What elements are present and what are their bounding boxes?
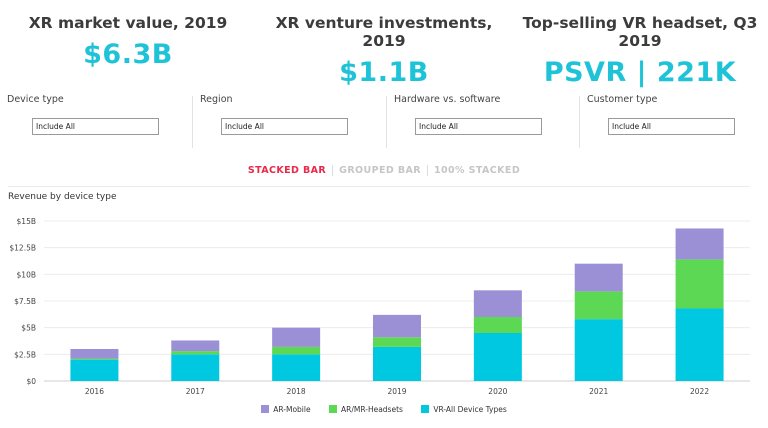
y-tick-label: $0 bbox=[26, 377, 36, 386]
kpi-title: Top-selling VR headset, Q3 2019 bbox=[522, 14, 758, 50]
kpi-venture-investments: XR venture investments, 2019 $1.1B bbox=[256, 14, 512, 88]
kpi-title: XR market value, 2019 bbox=[28, 14, 228, 32]
legend-swatch bbox=[261, 405, 270, 413]
bar-segment bbox=[171, 354, 220, 381]
bar-segment bbox=[675, 228, 724, 260]
y-tick-label: $10B bbox=[17, 270, 36, 279]
customer-type-select[interactable]: Include All bbox=[608, 118, 735, 135]
bar-segment bbox=[373, 346, 421, 381]
hardware-software-select[interactable]: Include All bbox=[415, 118, 542, 135]
x-tick-label: 2020 bbox=[488, 387, 507, 396]
revenue-chart: $0 $2.5B $5B $7.5B $10B $12.5B $15B 2016 2017 201… bbox=[9, 217, 750, 396]
x-tick-label: 2019 bbox=[387, 387, 406, 396]
filter-divider bbox=[192, 96, 193, 148]
tab-divider bbox=[427, 165, 428, 176]
chart-title: Revenue by device type bbox=[8, 192, 117, 202]
bar-segment bbox=[574, 291, 623, 320]
bar-segment bbox=[272, 354, 321, 381]
y-tick-label: $2.5B bbox=[14, 350, 36, 359]
legend-label: VR-All Device Types bbox=[433, 405, 507, 414]
region-select[interactable]: Include All bbox=[221, 118, 348, 135]
y-tick-label: $15B bbox=[17, 217, 36, 226]
kpi-value: $1.1B bbox=[339, 57, 429, 88]
legend-swatch bbox=[328, 405, 337, 413]
bar-segment bbox=[272, 346, 321, 355]
kpi-value: PSVR | 221K bbox=[543, 57, 737, 88]
kpi-top-vr-headset: Top-selling VR headset, Q3 2019 PSVR | 2… bbox=[512, 14, 768, 88]
section-divider bbox=[8, 186, 750, 187]
legend-label: AR/MR-Headsets bbox=[340, 405, 403, 414]
legend-item-ar-mobile[interactable]: AR-Mobile bbox=[261, 405, 311, 414]
filter-customer-type: Customer type Include All bbox=[587, 94, 757, 146]
legend-label: AR-Mobile bbox=[273, 405, 311, 414]
filter-label: Customer type bbox=[587, 94, 658, 105]
y-tick-label: $5B bbox=[21, 324, 36, 333]
bar-segment bbox=[675, 259, 724, 309]
kpi-market-value: XR market value, 2019 $6.3B bbox=[0, 14, 256, 70]
kpi-value: $6.3B bbox=[83, 39, 173, 70]
bar-segment bbox=[675, 308, 724, 381]
x-tick-label: 2016 bbox=[85, 387, 104, 396]
filter-divider bbox=[579, 96, 580, 148]
bar-segment bbox=[473, 333, 522, 381]
filter-region: Region Include All bbox=[200, 94, 385, 146]
bar-segment bbox=[272, 327, 321, 347]
kpi-title: XR venture investments, 2019 bbox=[275, 14, 493, 50]
tab-divider bbox=[332, 165, 334, 176]
x-tick-label: 2021 bbox=[589, 387, 608, 396]
tab-grouped-bar[interactable]: GROUPED BAR bbox=[339, 165, 421, 176]
y-tick-label: $7.5B bbox=[14, 297, 36, 306]
filter-label: Region bbox=[200, 94, 233, 105]
legend-item-ar-mr-headsets[interactable]: AR/MR-Headsets bbox=[328, 405, 403, 414]
device-type-select[interactable]: Include All bbox=[32, 118, 159, 135]
bar-segment bbox=[70, 358, 119, 360]
legend-swatch bbox=[421, 405, 430, 413]
bar-segment bbox=[171, 351, 220, 355]
x-tick-label: 2022 bbox=[690, 387, 709, 396]
bar-segment bbox=[574, 319, 623, 381]
bar-segment bbox=[473, 290, 522, 317]
x-tick-label: 2017 bbox=[186, 387, 205, 396]
legend-item-vr-all-device-types[interactable]: VR-All Device Types bbox=[421, 405, 507, 414]
chart-legend: AR-Mobile AR/MR-Headsets VR-All Device T… bbox=[0, 405, 768, 414]
tab-100-stacked[interactable]: 100% STACKED bbox=[434, 165, 521, 176]
filter-divider bbox=[386, 96, 387, 148]
bar-segment bbox=[373, 314, 421, 338]
y-tick-label: $12.5B bbox=[9, 244, 36, 253]
tab-stacked-bar[interactable]: STACKED BAR bbox=[247, 165, 327, 176]
bar-segment bbox=[171, 340, 220, 352]
filter-hardware-software: Hardware vs. software Include All bbox=[394, 94, 579, 146]
filter-label: Device type bbox=[7, 94, 64, 105]
bar-segment bbox=[70, 359, 119, 381]
filter-device-type: Device type Include All bbox=[7, 94, 192, 146]
bar-segment bbox=[473, 317, 522, 333]
bar-segment bbox=[70, 349, 119, 359]
bar-segment bbox=[574, 263, 623, 292]
bar-segment bbox=[373, 337, 421, 347]
filter-label: Hardware vs. software bbox=[394, 94, 501, 105]
chart-type-tabs: STACKED BAR GROUPED BAR 100% STACKED bbox=[0, 165, 768, 176]
x-tick-label: 2018 bbox=[287, 387, 306, 396]
